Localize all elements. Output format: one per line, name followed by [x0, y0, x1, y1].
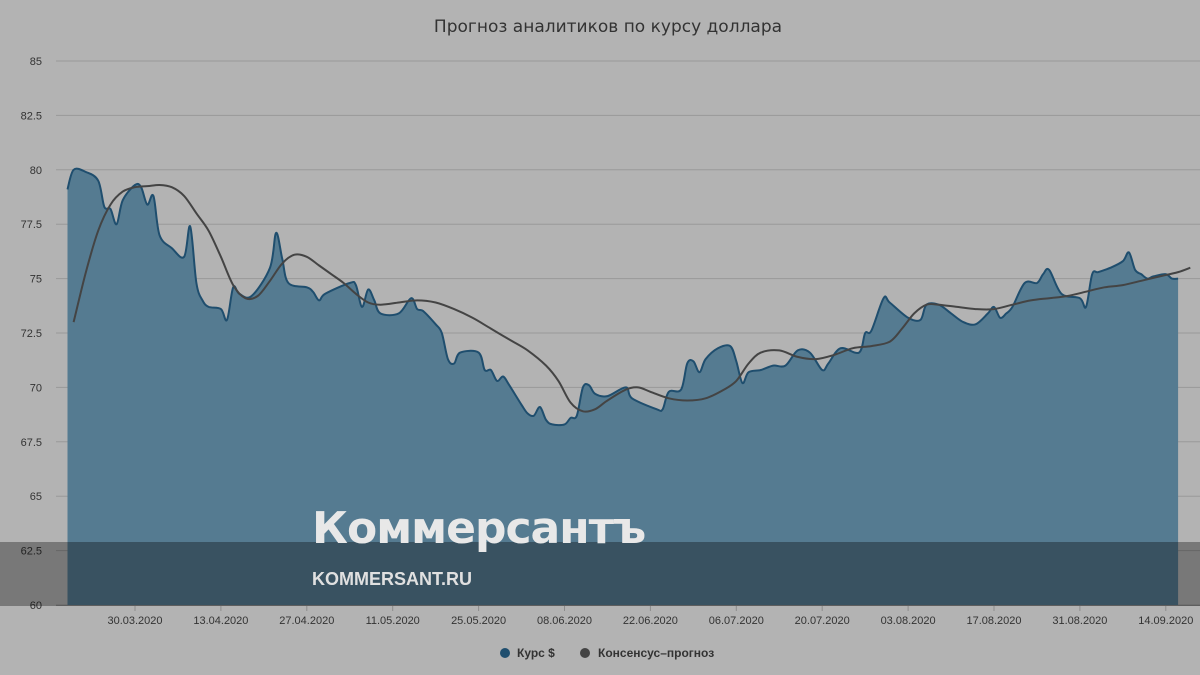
y-tick-label: 70	[30, 382, 42, 394]
chart-title: Прогноз аналитиков по курсу доллара	[434, 17, 782, 37]
watermark-url: KOMMERSANT.RU	[312, 569, 472, 589]
rate-area-fill	[67, 168, 1179, 605]
watermark-logo: Коммерсантъ	[312, 503, 645, 554]
x-tick-label: 14.09.2020	[1138, 615, 1193, 627]
legend-label-consensus: Консенсус–прогноз	[598, 646, 714, 660]
x-tick-label: 17.08.2020	[966, 615, 1021, 627]
x-tick-label: 11.05.2020	[366, 615, 420, 627]
x-tick-label: 22.06.2020	[623, 615, 678, 627]
series-line	[72, 183, 1191, 413]
x-tick-label: 27.04.2020	[279, 615, 334, 627]
legend-marker-rate	[500, 648, 510, 658]
legend-label-rate: Курс $	[517, 646, 555, 660]
legend-item-rate[interactable]: Курс $	[500, 646, 555, 660]
rate-line	[66, 167, 1179, 427]
y-tick-label: 67.5	[21, 437, 42, 449]
x-axis-ticks: 30.03.2020 13.04.2020 27.04.2020 11.05.2020…	[107, 605, 1193, 627]
y-tick-label: 82.5	[21, 110, 42, 122]
x-tick-label: 31.08.2020	[1052, 615, 1107, 627]
legend-marker-consensus	[580, 648, 590, 658]
y-tick-label: 72.5	[21, 328, 42, 340]
y-tick-label: 77.5	[21, 219, 42, 231]
x-tick-label: 06.07.2020	[709, 615, 764, 627]
y-tick-label: 85	[30, 56, 42, 68]
series-area	[66, 167, 1179, 605]
x-tick-label: 13.04.2020	[193, 615, 248, 627]
legend: Курс $ Консенсус–прогноз	[500, 646, 714, 660]
consensus-line	[72, 183, 1191, 413]
x-tick-label: 03.08.2020	[881, 615, 936, 627]
x-tick-label: 20.07.2020	[795, 615, 850, 627]
x-tick-label: 08.06.2020	[537, 615, 592, 627]
y-tick-label: 75	[30, 274, 42, 286]
legend-item-consensus[interactable]: Консенсус–прогноз	[580, 646, 714, 660]
y-tick-label: 80	[30, 165, 42, 177]
y-tick-label: 60	[30, 600, 42, 612]
y-tick-label: 65	[30, 491, 42, 503]
x-tick-label: 30.03.2020	[107, 615, 162, 627]
y-axis-ticks: 60 62.5 65 67.5 70 72.5 75 77.5 80 82.5 85	[21, 56, 42, 612]
watermark-band	[0, 542, 1200, 606]
x-tick-label: 25.05.2020	[451, 615, 506, 627]
y-tick-label: 62.5	[21, 546, 42, 558]
